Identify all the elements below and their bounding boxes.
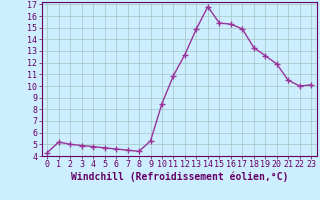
X-axis label: Windchill (Refroidissement éolien,°C): Windchill (Refroidissement éolien,°C) [70, 172, 288, 182]
